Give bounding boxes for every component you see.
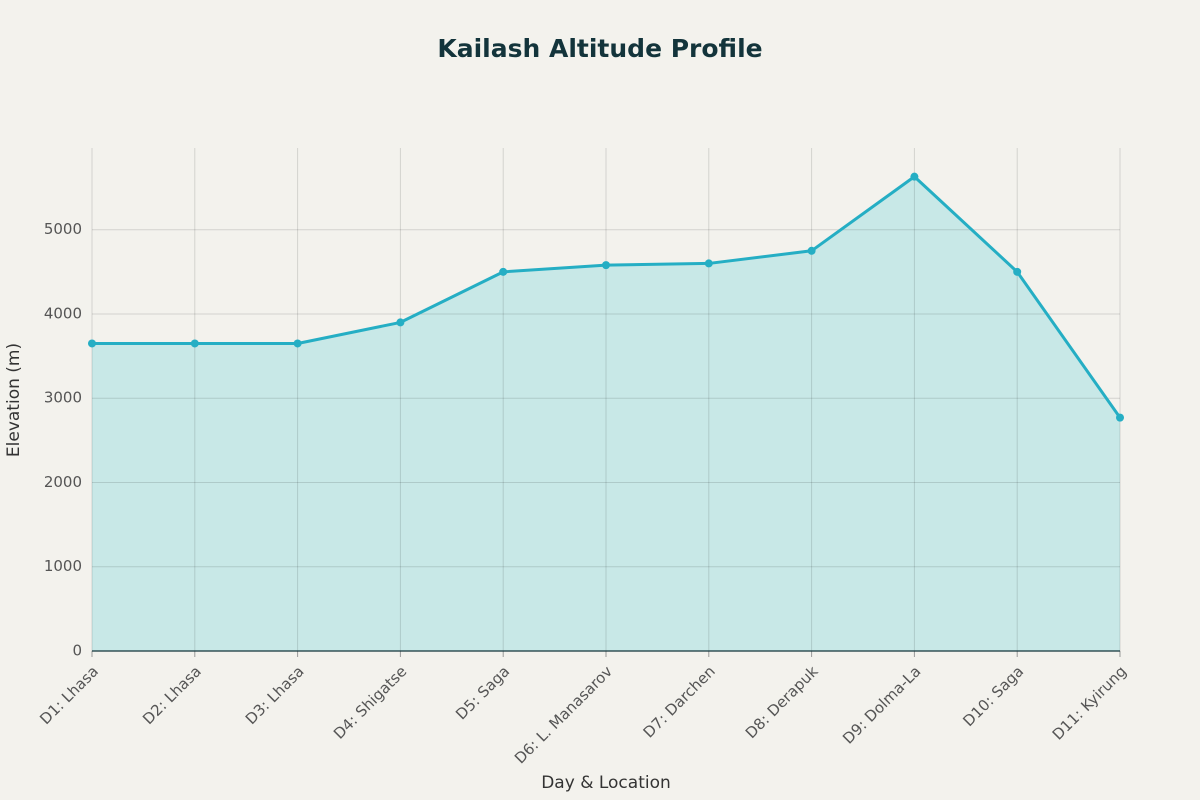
y-tick-label: 4000	[44, 304, 82, 322]
point	[190, 339, 199, 348]
point	[499, 267, 508, 276]
point	[704, 259, 713, 268]
point	[1116, 413, 1124, 422]
y-tick-label: 3000	[44, 389, 82, 407]
point	[807, 246, 816, 255]
y-tick-label: 2000	[44, 473, 82, 491]
point	[88, 339, 96, 348]
chart-title: Kailash Altitude Profile	[437, 34, 762, 63]
y-tick-label: 1000	[44, 557, 82, 575]
point	[910, 172, 919, 181]
y-tick-label: 5000	[44, 220, 82, 238]
point	[293, 339, 302, 348]
point	[396, 318, 405, 327]
point	[1013, 267, 1022, 276]
area	[92, 176, 1120, 652]
y-tick-label: 0	[72, 642, 82, 660]
point	[602, 261, 610, 270]
x-axis-title: Day & Location	[541, 773, 671, 793]
y-axis-title: Elevation (m)	[4, 343, 24, 457]
